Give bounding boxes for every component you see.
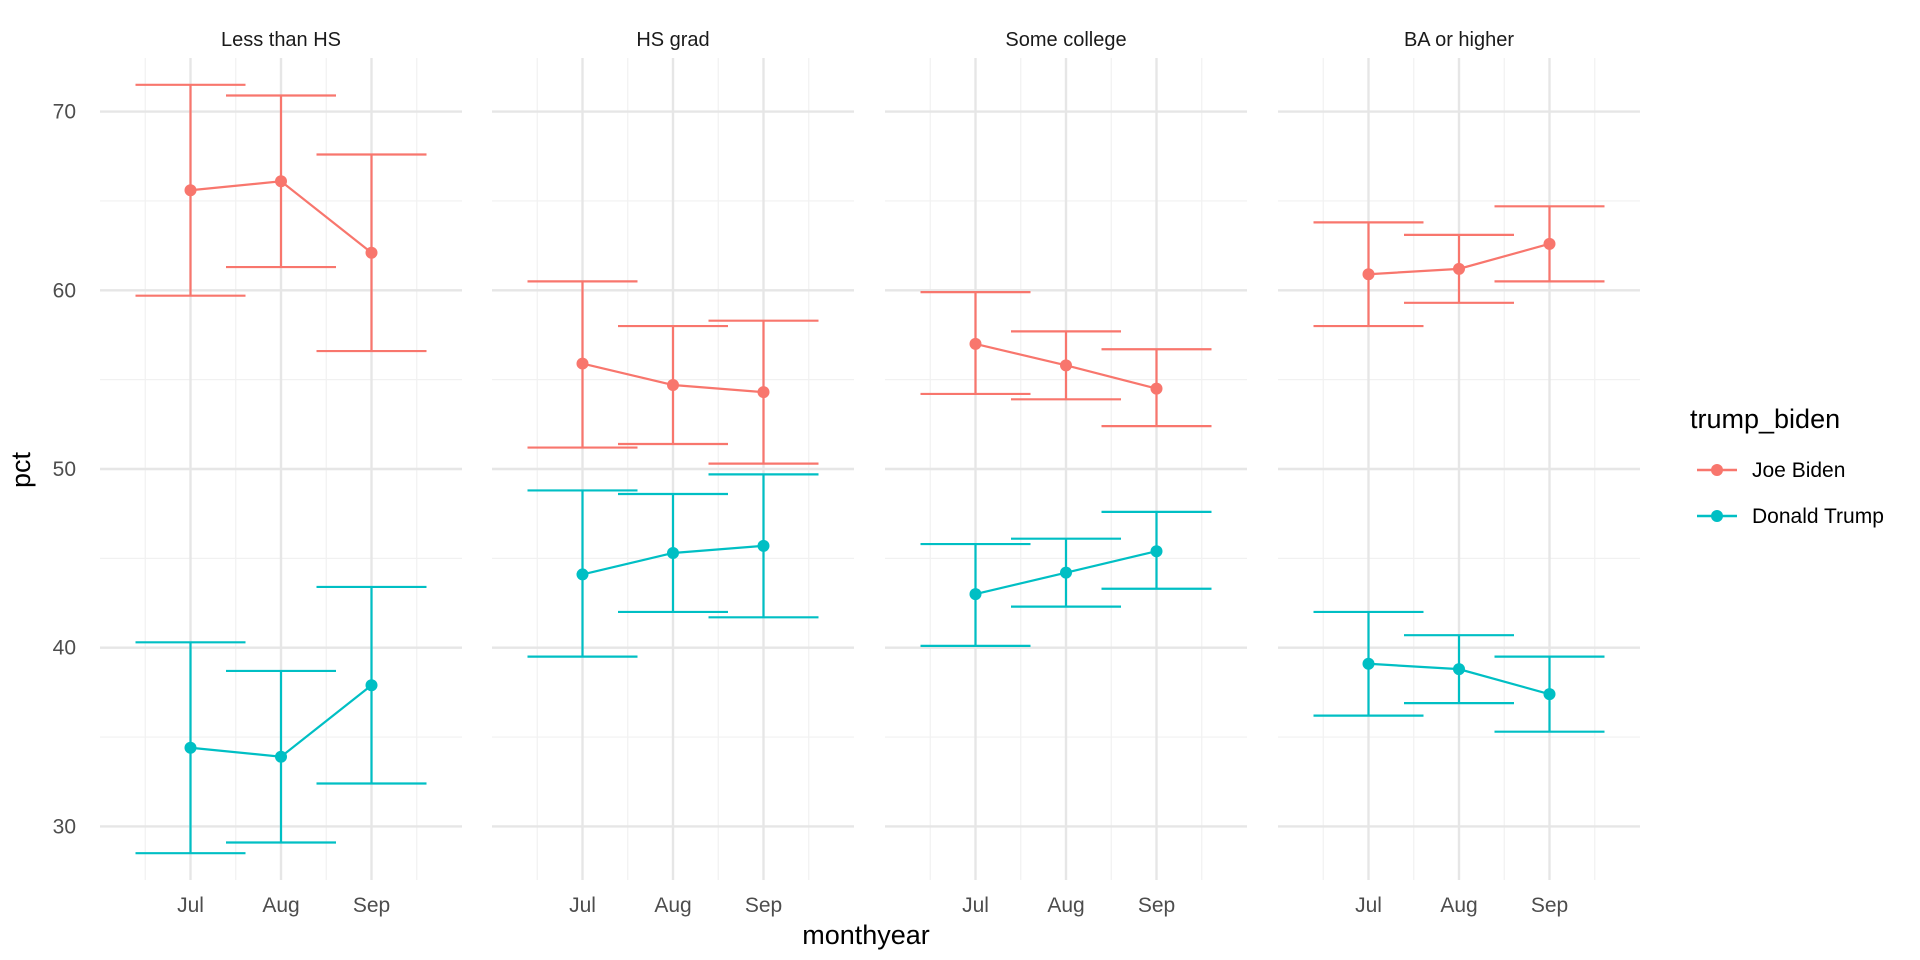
x-tick-label: Sep [1138, 894, 1175, 917]
legend-key-point [1711, 510, 1723, 522]
data-point [1543, 237, 1556, 250]
series-donald-trump [1313, 610, 1605, 733]
x-tick-label: Sep [745, 894, 782, 917]
data-point [1362, 657, 1375, 670]
data-point [757, 539, 770, 552]
x-tick-label: Jul [962, 894, 989, 917]
facet-strip-label: Less than HS [221, 29, 341, 51]
facet-strip-label: HS grad [636, 29, 709, 51]
series-donald-trump [527, 473, 819, 658]
series-donald-trump [920, 510, 1212, 648]
series-joe-biden [135, 83, 427, 353]
legend-title: trump_biden [1690, 404, 1840, 434]
data-point [576, 357, 589, 370]
data-point [1150, 545, 1163, 558]
data-point [184, 741, 197, 754]
data-point [1060, 359, 1072, 372]
legend-entry: Donald Trump [1697, 505, 1884, 528]
data-point [1150, 382, 1163, 395]
x-tick-label: Aug [1440, 894, 1477, 917]
legend-key-point [1711, 464, 1723, 476]
series-joe-biden [920, 290, 1212, 428]
x-tick-label: Sep [1531, 894, 1568, 917]
legend-label: Joe Biden [1752, 459, 1845, 482]
x-tick-label: Sep [353, 894, 390, 917]
data-point [969, 337, 982, 350]
data-point [757, 386, 770, 399]
data-point [365, 679, 378, 692]
facet-strip-label: BA or higher [1404, 29, 1514, 51]
data-point [1453, 663, 1465, 676]
x-tick-label: Jul [569, 894, 596, 917]
facet-strip-label: Some college [1005, 29, 1126, 51]
facet-panel: HS grad Jul Aug Sep [492, 29, 854, 917]
x-tick-label: Aug [262, 894, 299, 917]
series-joe-biden [527, 280, 819, 465]
data-point [1453, 262, 1465, 275]
data-point [576, 568, 589, 581]
series-joe-biden [1313, 205, 1605, 328]
data-point [1543, 688, 1556, 701]
legend: trump_biden Joe Biden Donald Trump [1690, 404, 1884, 528]
y-axis-title: pct [6, 451, 36, 488]
x-tick-label: Jul [177, 894, 204, 917]
data-point [1362, 268, 1375, 281]
series-donald-trump [135, 585, 427, 855]
data-point [1060, 566, 1072, 579]
facet-panel: Some college Jul Aug Sep [885, 29, 1247, 917]
y-tick-label: 40 [53, 637, 76, 660]
y-tick-label: 60 [53, 279, 76, 302]
data-point [365, 246, 378, 259]
data-point [667, 546, 679, 559]
legend-label: Donald Trump [1752, 505, 1884, 528]
x-axis-title: monthyear [802, 920, 930, 950]
data-point [275, 175, 287, 188]
facet-panel: BA or higher Jul Aug Sep [1278, 29, 1640, 917]
legend-entry: Joe Biden [1697, 459, 1845, 482]
y-tick-label: 50 [53, 458, 76, 481]
data-point [184, 184, 197, 197]
data-point [969, 588, 982, 601]
x-tick-label: Aug [1047, 894, 1084, 917]
data-point [667, 379, 679, 392]
x-tick-label: Aug [654, 894, 691, 917]
y-tick-label: 70 [53, 101, 76, 124]
x-tick-label: Jul [1355, 894, 1382, 917]
data-point [275, 750, 287, 763]
facet-panel: Less than HS Jul Aug Sep [100, 29, 462, 917]
y-tick-label: 30 [53, 815, 76, 838]
